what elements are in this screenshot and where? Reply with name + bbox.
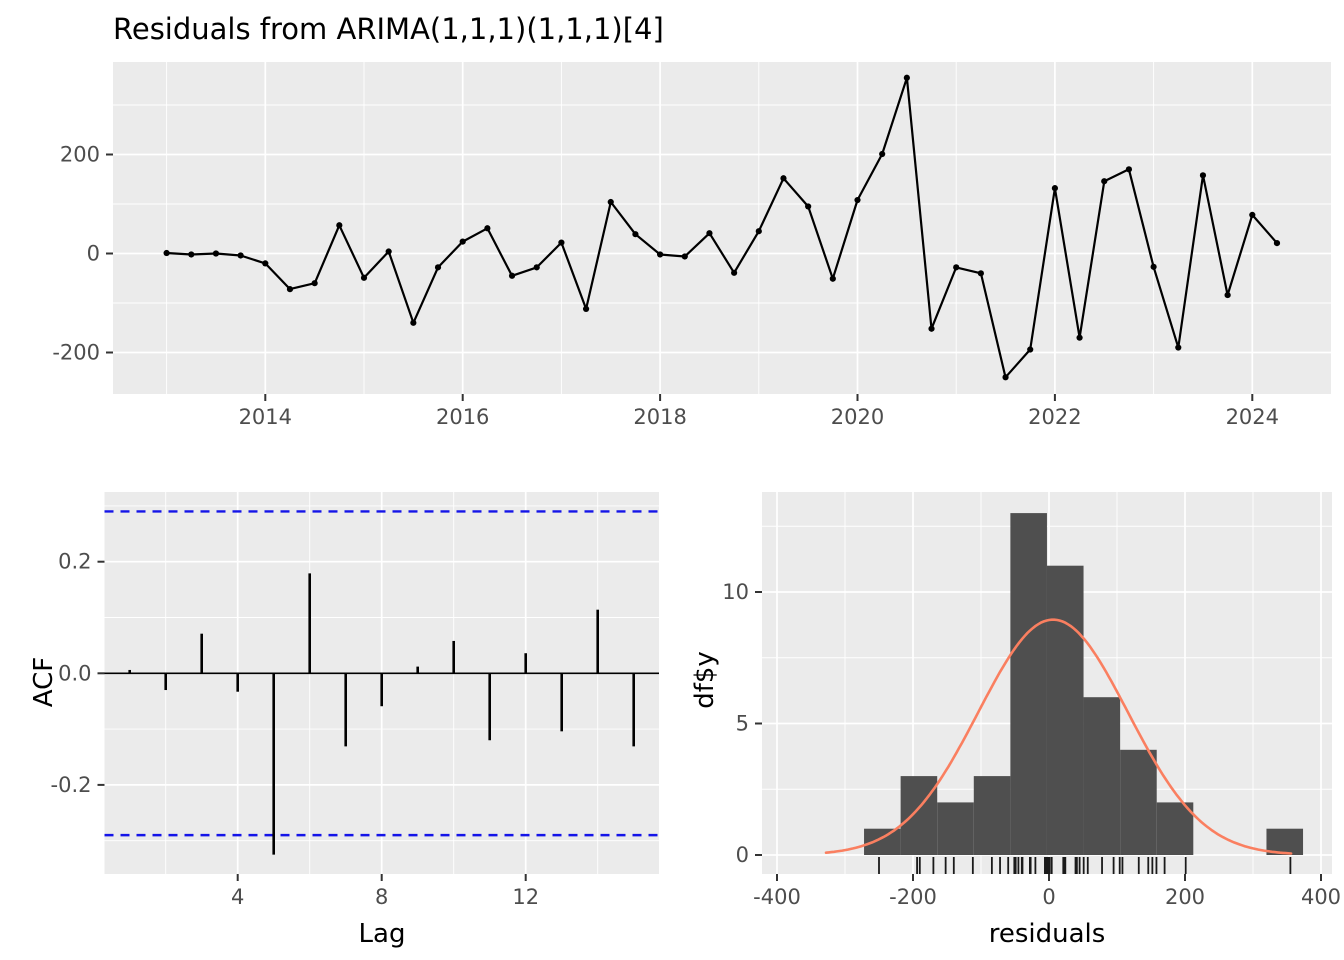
data-point: [188, 251, 195, 258]
data-point: [1273, 240, 1281, 247]
data-point: [459, 238, 466, 245]
histogram-chart: -400 -200 0 200 400 0 5 10: [722, 492, 1341, 909]
histogram-bar: [1120, 749, 1157, 855]
density-curve: [824, 618, 1293, 855]
data-point: [237, 252, 244, 259]
data-point: [903, 74, 910, 81]
data-point: [163, 249, 170, 257]
hist-x-axis-title: residuals: [988, 919, 1106, 949]
data-point: [558, 239, 565, 246]
data-point: [286, 286, 294, 293]
data-point: [212, 250, 220, 257]
data-point: [780, 175, 787, 182]
data-point: [1224, 291, 1231, 299]
data-point: [755, 228, 762, 235]
data-point: [977, 270, 984, 277]
x-tick-label: 4: [231, 885, 244, 909]
y-tick-label: 0: [87, 242, 100, 266]
y-tick-label: 10: [722, 580, 749, 604]
data-point: [607, 198, 614, 206]
data-point: [1101, 178, 1108, 185]
x-tick-label: 2024: [1226, 405, 1279, 429]
data-point: [1125, 166, 1133, 173]
histogram-bar: [973, 776, 1011, 855]
data-point: [582, 305, 590, 313]
y-tick-label: 0: [736, 843, 749, 867]
histogram-bar: [1010, 513, 1047, 855]
x-tick-label: 0: [1042, 885, 1055, 909]
data-point: [829, 275, 836, 282]
acf-y-axis-title: ACF: [29, 656, 59, 708]
data-point: [854, 196, 861, 204]
data-point: [1199, 172, 1207, 179]
x-tick-label: 2018: [633, 405, 686, 429]
x-tick-label: 2016: [436, 405, 489, 429]
y-tick-label: -200: [52, 341, 100, 365]
data-point: [1027, 346, 1034, 353]
histogram-bar: [1046, 565, 1084, 855]
y-tick-label: 0.0: [58, 661, 91, 685]
x-tick-label: 400: [1301, 885, 1341, 909]
y-tick-label: 5: [736, 712, 749, 736]
hist-y-axis-title: df$y: [690, 651, 720, 709]
data-point: [632, 231, 639, 238]
residuals-timeseries-chart: 2014 2016 2018 2020 2022 2024 200 0 -200: [52, 62, 1331, 429]
data-point: [1175, 344, 1182, 351]
data-point: [1002, 374, 1009, 381]
x-tick-label: 200: [1165, 885, 1205, 909]
y-tick-label: 200: [60, 143, 100, 167]
x-tick-label: 8: [375, 885, 388, 909]
histogram-bar: [937, 802, 974, 855]
data-point: [928, 325, 935, 332]
data-point: [336, 222, 343, 229]
data-point: [484, 225, 491, 232]
data-point: [1051, 185, 1058, 192]
data-point: [311, 280, 318, 287]
x-tick-label: -400: [753, 885, 801, 909]
x-tick-label: 2020: [831, 405, 884, 429]
main-title: Residuals from ARIMA(1,1,1)(1,1,1)[4]: [113, 12, 664, 46]
data-point: [434, 264, 442, 271]
data-point: [410, 319, 417, 326]
data-point: [1076, 334, 1083, 341]
data-point: [706, 230, 713, 237]
histogram-bar: [864, 828, 901, 855]
acf-chart: 4 8 12 0.2 0.0 -0.2: [51, 492, 659, 909]
data-point: [1249, 211, 1256, 218]
panel-background: [113, 62, 1331, 394]
data-point: [731, 269, 738, 276]
data-point: [1150, 263, 1157, 270]
x-tick-label: -200: [889, 885, 937, 909]
data-point: [385, 248, 392, 255]
acf-x-axis-title: Lag: [358, 919, 406, 949]
data-point: [953, 264, 960, 271]
histogram-bar: [1156, 802, 1194, 855]
y-tick-label: 0.2: [58, 550, 91, 574]
data-point: [262, 260, 269, 267]
data-point: [805, 203, 812, 210]
y-tick-label: -0.2: [51, 773, 92, 797]
histogram-bar: [1083, 697, 1121, 855]
data-point: [360, 274, 368, 281]
x-tick-label: 12: [512, 885, 539, 909]
histogram-bar: [900, 776, 938, 855]
data-point: [879, 150, 886, 158]
data-point: [681, 253, 688, 260]
data-point: [508, 272, 516, 279]
x-tick-label: 2022: [1028, 405, 1081, 429]
series-line: [166, 76, 1278, 379]
x-tick-label: 2014: [239, 405, 292, 429]
data-point: [533, 264, 540, 271]
data-point: [657, 251, 664, 258]
